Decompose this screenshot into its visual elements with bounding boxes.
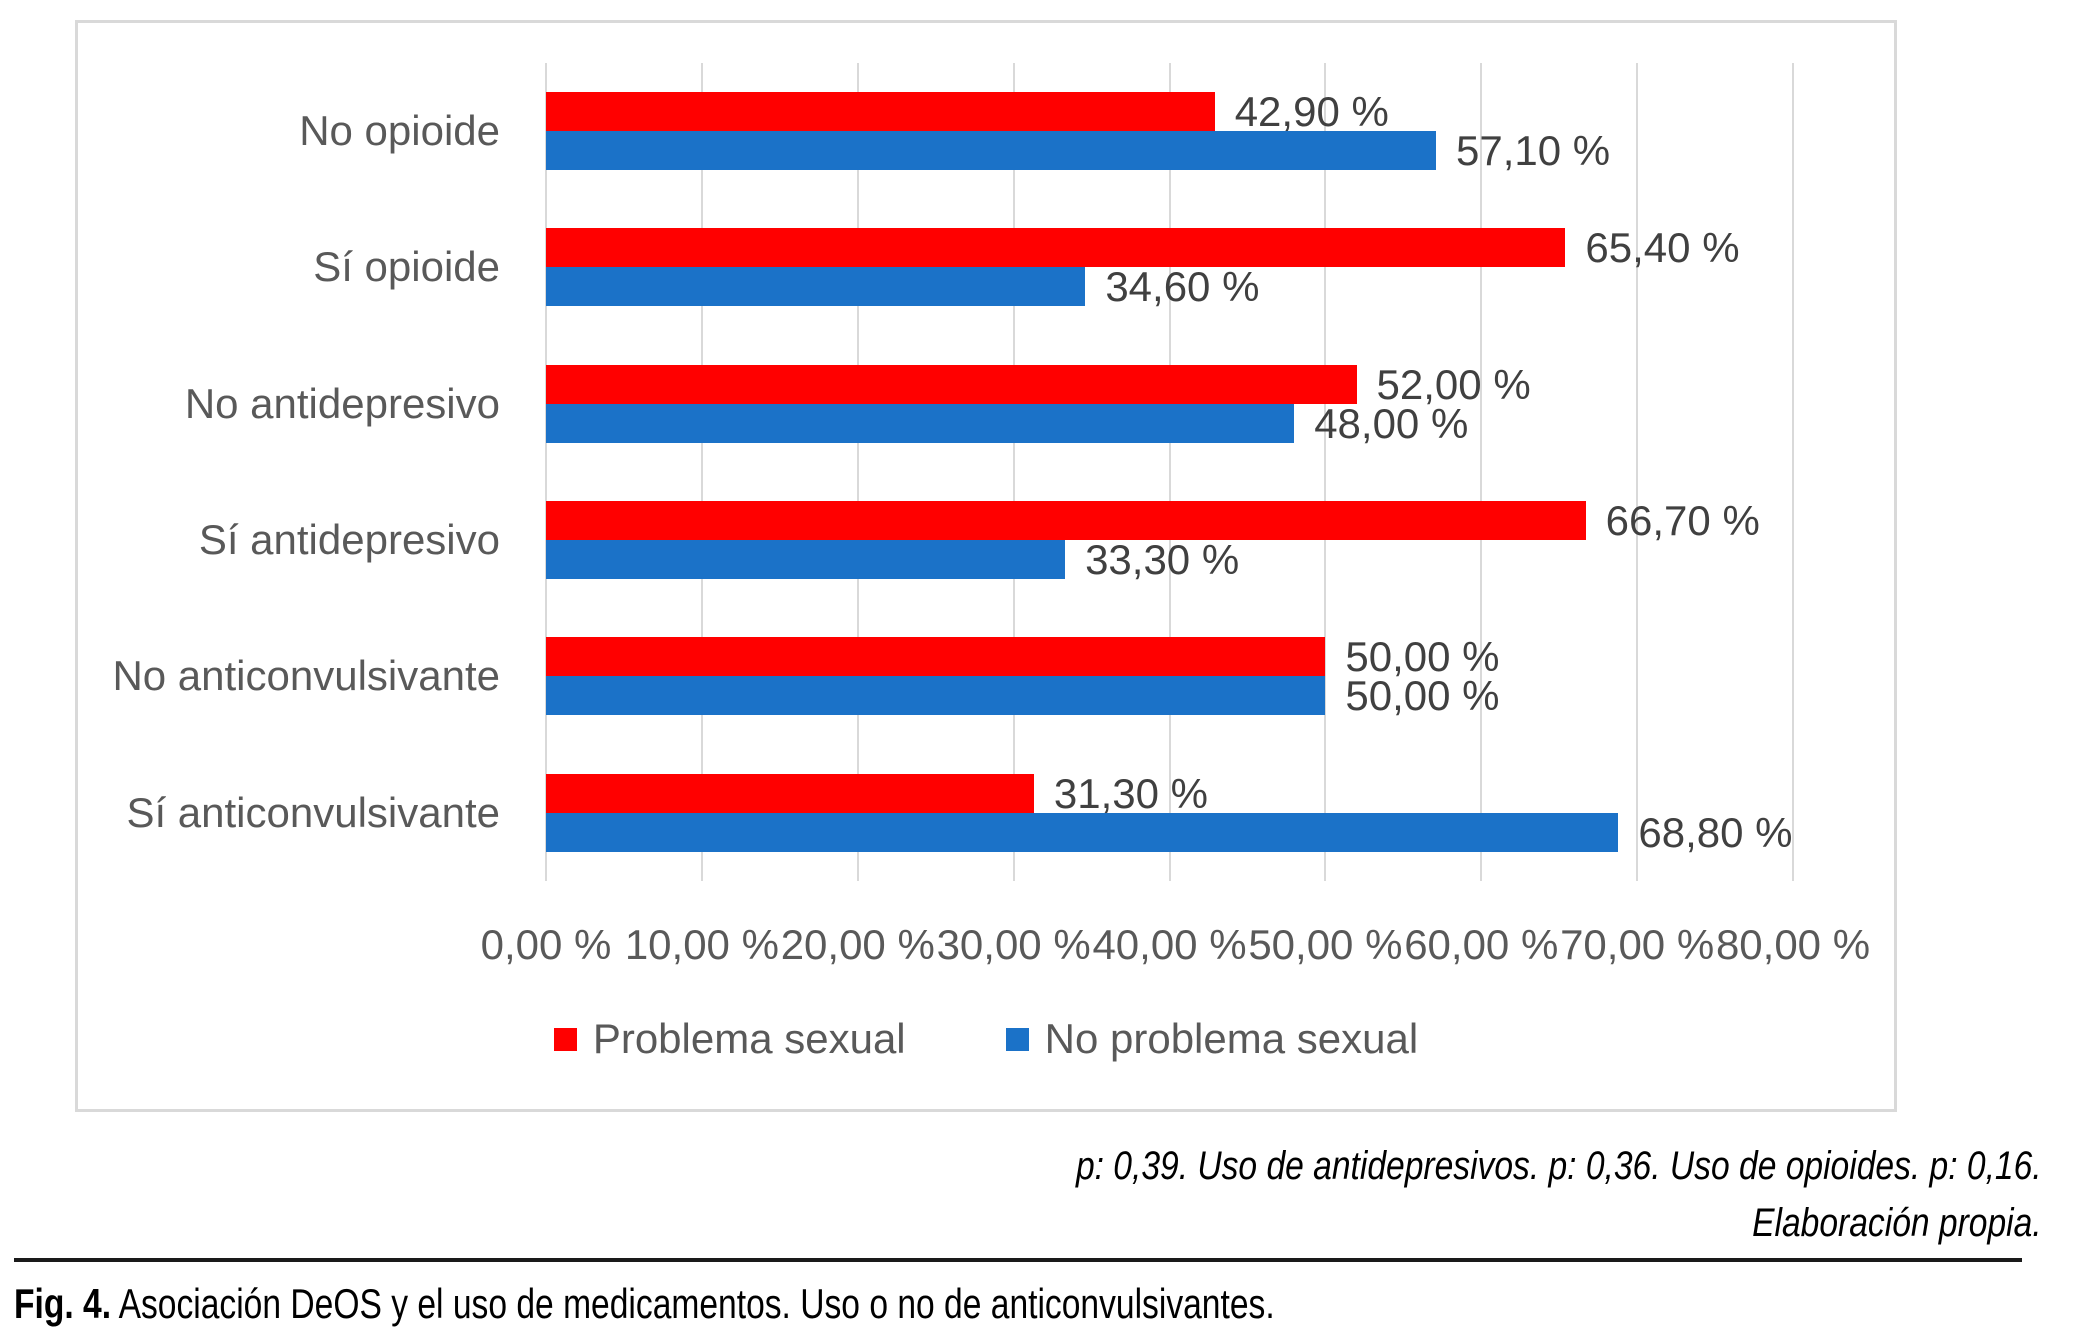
x-axis-tick-label: 50,00 % [1248,921,1403,968]
bar-data-label: 66,70 % [1605,497,1760,545]
bar-line: 50,00 % [546,633,1793,681]
legend-label: No problema sexual [1044,1015,1419,1062]
bar-line: 31,30 % [546,769,1793,817]
plot-area: 42,90 % 57,10 % 65,40 % 34,60 % 52,00 % 48,00… [545,63,1794,881]
category-label: No antidepresivo [184,379,500,427]
gridline [1636,63,1639,881]
bar-data-label: 48,00 % [1314,399,1469,447]
problema-sexual-bar [546,501,1586,541]
bar-line: 34,60 % [546,263,1793,311]
chart-container: 42,90 % 57,10 % 65,40 % 34,60 % 52,00 % 48,00… [75,20,1897,1112]
bar-line: 50,00 % [546,672,1793,720]
category-axis: No opioide Sí opioide No antidepresivo Sí a… [81,63,524,881]
bar-line: 57,10 % [546,127,1793,175]
legend-item-problema-sexual: Problema sexual [553,1015,906,1063]
gridline [1324,63,1327,881]
x-axis-tick-label: 30,00 % [936,921,1091,968]
caption-divider [14,1258,2022,1262]
x-axis-tick-label: 60,00 % [1404,921,1559,968]
bar-line: 68,80 % [546,808,1793,856]
bar-data-label: 33,30 % [1085,536,1240,584]
bar-group: 66,70 % 33,30 % [546,472,1793,608]
gridline [1012,63,1015,881]
bar-line: 65,40 % [546,224,1793,272]
bar-data-label: 50,00 % [1345,672,1500,720]
legend: Problema sexual No problema sexual [78,1015,1894,1063]
x-axis-tick-label: 40,00 % [1092,921,1247,968]
bar-group: 42,90 % 57,10 % [546,63,1793,199]
x-axis-tick-label: 20,00 % [780,921,935,968]
bar-line: 48,00 % [546,399,1793,447]
problema-sexual-bar [546,92,1215,132]
figure-caption-number: Fig. 4. [14,1280,112,1327]
problema-sexual-bar [546,773,1034,813]
problema-sexual-bar [546,637,1326,677]
value-axis: 0,00 % 10,00 % 20,00 % 30,00 % 40,00 % 50,00 … [481,921,1870,971]
category-label: Sí anticonvulsivante [126,788,500,836]
problema-sexual-bar [546,364,1357,404]
x-axis-tick-label: 0,00 % [480,921,612,968]
category-label: Sí opioide [313,243,500,291]
category-label: No opioide [299,107,500,155]
legend-swatch-blue [1005,1027,1029,1051]
gridline [1168,63,1171,881]
bar-data-label: 34,60 % [1105,263,1260,311]
gridline [856,63,859,881]
figure-caption: Fig. 4. Asociación DeOS y el uso de medi… [14,1280,1275,1328]
bar-line: 66,70 % [546,497,1793,545]
gridline [1792,63,1794,881]
bar-data-label: 68,80 % [1638,808,1793,856]
bar-group: 65,40 % 34,60 % [546,199,1793,335]
legend-label: Problema sexual [592,1015,906,1062]
bar-group: 52,00 % 48,00 % [546,336,1793,472]
bar-data-label: 65,40 % [1585,224,1740,272]
bar-group: 50,00 % 50,00 % [546,608,1793,744]
bar-data-label: 50,00 % [1345,633,1500,681]
footnote: p: 0,39. Uso de antidepresivos. p: 0,36.… [1076,1138,2042,1252]
gridline [700,63,703,881]
no-problema-sexual-bar [546,676,1326,716]
bar-line: 33,30 % [546,536,1793,584]
no-problema-sexual-bar [546,267,1086,307]
x-axis-tick-label: 10,00 % [624,921,779,968]
footnote-line-1: p: 0,39. Uso de antidepresivos. p: 0,36.… [1076,1144,2042,1188]
footnote-line-2: Elaboración propia. [1752,1201,2042,1245]
no-problema-sexual-bar [546,540,1066,580]
problema-sexual-bar [546,228,1566,268]
bar-group: 31,30 % 68,80 % [546,745,1793,881]
bar-data-label: 57,10 % [1456,127,1611,175]
bar-data-label: 42,90 % [1234,88,1389,136]
no-problema-sexual-bar [546,403,1295,443]
legend-item-no-problema-sexual: No problema sexual [1005,1015,1419,1063]
x-axis-tick-label: 80,00 % [1715,921,1871,968]
gridline [545,63,547,881]
bar-line: 52,00 % [546,360,1793,408]
bar-data-label: 31,30 % [1053,769,1208,817]
bar-line: 42,90 % [546,88,1793,136]
category-label: No anticonvulsivante [112,652,500,700]
x-axis-tick-label: 70,00 % [1560,921,1715,968]
no-problema-sexual-bar [546,131,1437,171]
category-label: Sí antidepresivo [198,516,500,564]
no-problema-sexual-bar [546,812,1619,852]
gridline [1480,63,1483,881]
legend-swatch-red [553,1027,577,1051]
bar-data-label: 52,00 % [1376,360,1531,408]
bar-rows: 42,90 % 57,10 % 65,40 % 34,60 % 52,00 % 48,00… [546,63,1793,881]
figure-caption-text: Asociación DeOS y el uso de medicamentos… [111,1280,1275,1327]
